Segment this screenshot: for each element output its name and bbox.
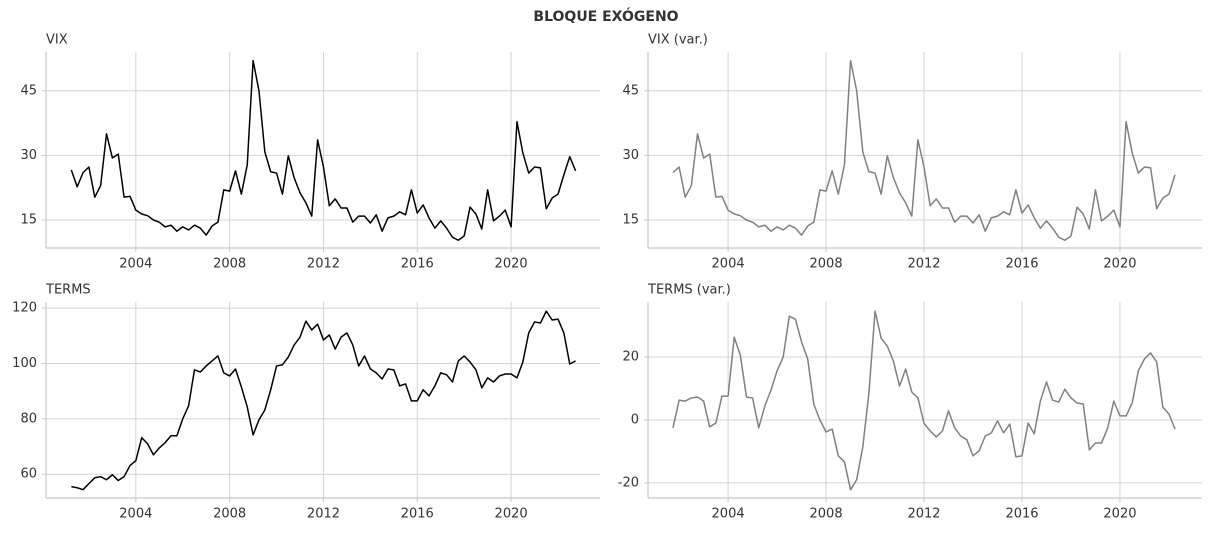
x-tick-label: 2016: [1005, 507, 1038, 522]
data-line: [672, 310, 1176, 491]
x-tick-label: 2012: [307, 507, 340, 522]
y-tick-label: 45: [622, 83, 639, 98]
y-tick-label: 0: [631, 412, 639, 427]
y-tick-label: 80: [20, 411, 37, 426]
y-tick-label: 30: [622, 148, 639, 163]
y-tick-label: 30: [20, 148, 37, 163]
y-tick-label: 60: [20, 467, 37, 482]
x-tick-label: 2016: [401, 257, 434, 272]
y-tick-label: 15: [622, 213, 639, 228]
x-tick-label: 2004: [119, 507, 152, 522]
x-tick-label: 2008: [213, 507, 246, 522]
panel-title: TERMS: [45, 283, 91, 298]
x-tick-label: 2016: [1005, 257, 1038, 272]
x-tick-label: 2008: [810, 257, 843, 272]
y-tick-label: 45: [20, 83, 37, 98]
panel-title: TERMS (var.): [647, 283, 731, 298]
x-tick-label: 2016: [401, 507, 434, 522]
x-tick-label: 2004: [712, 257, 745, 272]
y-tick-label: 120: [12, 301, 37, 316]
x-tick-label: 2008: [810, 507, 843, 522]
x-tick-label: 2012: [307, 257, 340, 272]
figure-title: BLOQUE EXÓGENO: [533, 7, 678, 25]
x-tick-label: 2004: [119, 257, 152, 272]
y-tick-label: 100: [12, 356, 37, 371]
y-tick-label: -20: [618, 475, 639, 490]
y-tick-label: 20: [622, 350, 639, 365]
x-tick-label: 2020: [495, 507, 528, 522]
data-line: [71, 310, 576, 491]
x-tick-label: 2020: [1103, 507, 1136, 522]
x-tick-label: 2008: [213, 257, 246, 272]
x-tick-label: 2020: [495, 257, 528, 272]
y-tick-label: 15: [20, 213, 37, 228]
x-tick-label: 2012: [907, 507, 940, 522]
x-tick-label: 2020: [1103, 257, 1136, 272]
x-tick-label: 2012: [907, 257, 940, 272]
panel-title: VIX: [46, 33, 68, 48]
data-line: [70, 59, 577, 241]
data-line: [672, 59, 1176, 241]
panel-title: VIX (var.): [648, 33, 708, 48]
x-tick-label: 2004: [712, 507, 745, 522]
